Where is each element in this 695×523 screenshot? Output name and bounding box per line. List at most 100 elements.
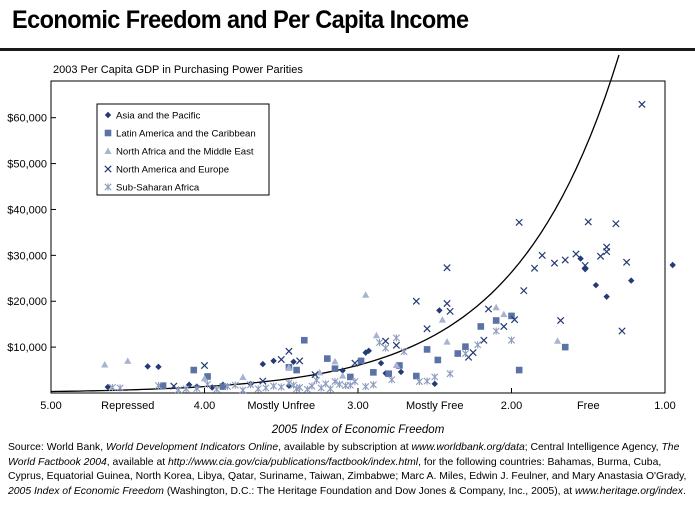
point-latin-america-and-the-caribbean — [477, 323, 485, 330]
title-rule — [0, 48, 695, 51]
source-text: (Washington, D.C.: The Heritage Foundati… — [163, 486, 575, 498]
x-tick-label: 3.00 — [347, 400, 368, 412]
point-asia-and-the-pacific — [365, 347, 372, 354]
point-north-america-and-europe — [423, 325, 431, 333]
point-asia-and-the-pacific — [144, 363, 151, 370]
point-asia-and-the-pacific — [436, 307, 443, 314]
point-north-america-and-europe — [484, 305, 493, 313]
point-asia-and-the-pacific — [431, 380, 438, 388]
point-sub-saharan-africa — [335, 380, 344, 388]
point-asia-and-the-pacific — [603, 293, 610, 300]
point-north-america-and-europe — [581, 261, 589, 270]
point-north-africa-and-the-middle-east — [500, 310, 508, 318]
source-text: http://www.cia.gov/cia/publications/fact… — [168, 456, 419, 468]
point-sub-saharan-africa — [331, 377, 339, 386]
point-sub-saharan-africa — [277, 383, 285, 391]
point-sub-saharan-africa — [303, 385, 311, 393]
point-sub-saharan-africa — [246, 381, 255, 389]
point-north-america-and-europe — [500, 322, 508, 331]
legend-marker — [104, 147, 112, 154]
point-north-africa-and-the-middle-east — [443, 338, 451, 345]
source-text: World Development Indicators Online — [106, 442, 279, 453]
point-north-africa-and-the-middle-east — [392, 361, 400, 369]
y-tick-label: $50,000 — [7, 159, 47, 171]
point-sub-saharan-africa — [423, 377, 431, 385]
point-latin-america-and-the-caribbean — [204, 373, 211, 380]
source-text: . — [683, 486, 686, 498]
source-text: www.worldbank.org/data — [411, 442, 525, 453]
x-category-label: Free — [577, 400, 600, 412]
point-latin-america-and-the-caribbean — [347, 373, 354, 381]
point-sub-saharan-africa — [262, 384, 270, 392]
data-points — [101, 100, 676, 394]
point-north-africa-and-the-middle-east — [362, 291, 370, 298]
y-tick-label: $60,000 — [7, 113, 47, 125]
point-sub-saharan-africa — [346, 381, 354, 389]
point-sub-saharan-africa — [351, 377, 359, 386]
point-north-america-and-europe — [638, 100, 646, 109]
point-asia-and-the-pacific — [628, 277, 635, 284]
point-asia-and-the-pacific — [155, 363, 162, 371]
point-north-america-and-europe — [443, 299, 451, 308]
point-asia-and-the-pacific — [592, 281, 600, 289]
source-note: Source: World Bank, World Development In… — [8, 441, 692, 500]
point-north-america-and-europe — [480, 336, 488, 344]
point-latin-america-and-the-caribbean — [331, 365, 339, 372]
point-sub-saharan-africa — [182, 385, 190, 393]
point-north-america-and-europe — [446, 307, 454, 315]
y-tick-label: $20,000 — [7, 296, 47, 308]
point-sub-saharan-africa — [174, 386, 182, 394]
point-sub-saharan-africa — [415, 377, 423, 386]
point-north-america-and-europe — [469, 348, 477, 357]
point-north-africa-and-the-middle-east — [124, 357, 132, 364]
y-tick-label: $40,000 — [7, 204, 47, 216]
point-sub-saharan-africa — [269, 382, 278, 390]
point-sub-saharan-africa — [231, 381, 239, 389]
point-latin-america-and-the-caribbean — [385, 370, 392, 378]
point-north-africa-and-the-middle-east — [492, 303, 500, 311]
point-north-america-and-europe — [538, 251, 546, 259]
point-sub-saharan-africa — [308, 382, 316, 390]
x-category-label: Repressed — [101, 400, 154, 412]
source-text: 2005 Index of Economic Freedom — [8, 486, 164, 498]
point-north-america-and-europe — [351, 359, 359, 367]
point-sub-saharan-africa — [392, 334, 400, 342]
point-sub-saharan-africa — [108, 383, 116, 392]
point-sub-saharan-africa — [474, 341, 482, 349]
point-asia-and-the-pacific — [185, 381, 193, 388]
point-latin-america-and-the-caribbean — [508, 312, 515, 320]
point-asia-and-the-pacific — [339, 367, 346, 374]
legend-marker — [104, 183, 112, 191]
point-latin-america-and-the-caribbean — [370, 369, 377, 376]
point-sub-saharan-africa — [388, 376, 396, 384]
y-tick-label: $30,000 — [7, 250, 47, 262]
legend-box — [96, 103, 270, 196]
point-latin-america-and-the-caribbean — [434, 356, 442, 364]
point-north-america-and-europe — [556, 316, 565, 325]
point-latin-america-and-the-caribbean — [190, 366, 198, 374]
point-north-america-and-europe — [311, 371, 319, 379]
point-sub-saharan-africa — [116, 384, 124, 392]
point-sub-saharan-africa — [362, 382, 370, 391]
point-north-america-and-europe — [412, 297, 420, 305]
point-north-america-and-europe — [520, 287, 528, 295]
chart-title: Economic Freedom and Per Capita Income — [12, 6, 469, 34]
point-north-america-and-europe — [572, 250, 580, 258]
point-north-america-and-europe — [584, 218, 592, 226]
point-north-africa-and-the-middle-east — [372, 331, 381, 339]
point-latin-america-and-the-caribbean — [423, 346, 431, 353]
point-sub-saharan-africa — [492, 327, 500, 335]
point-sub-saharan-africa — [326, 385, 334, 393]
point-north-africa-and-the-middle-east — [339, 372, 347, 379]
y-axis: $10,000 $20,000 $30,000 $40,000 $50,000 $60,0… — [7, 113, 56, 354]
point-sub-saharan-africa — [203, 380, 212, 388]
point-latin-america-and-the-caribbean — [159, 382, 167, 389]
point-north-america-and-europe — [392, 341, 400, 349]
point-north-america-and-europe — [550, 259, 559, 267]
point-north-america-and-europe — [603, 243, 611, 251]
point-north-america-and-europe — [443, 264, 451, 272]
point-sub-saharan-africa — [369, 381, 377, 389]
point-asia-and-the-pacific — [104, 383, 111, 391]
point-north-america-and-europe — [510, 315, 519, 324]
point-sub-saharan-africa — [239, 386, 247, 394]
